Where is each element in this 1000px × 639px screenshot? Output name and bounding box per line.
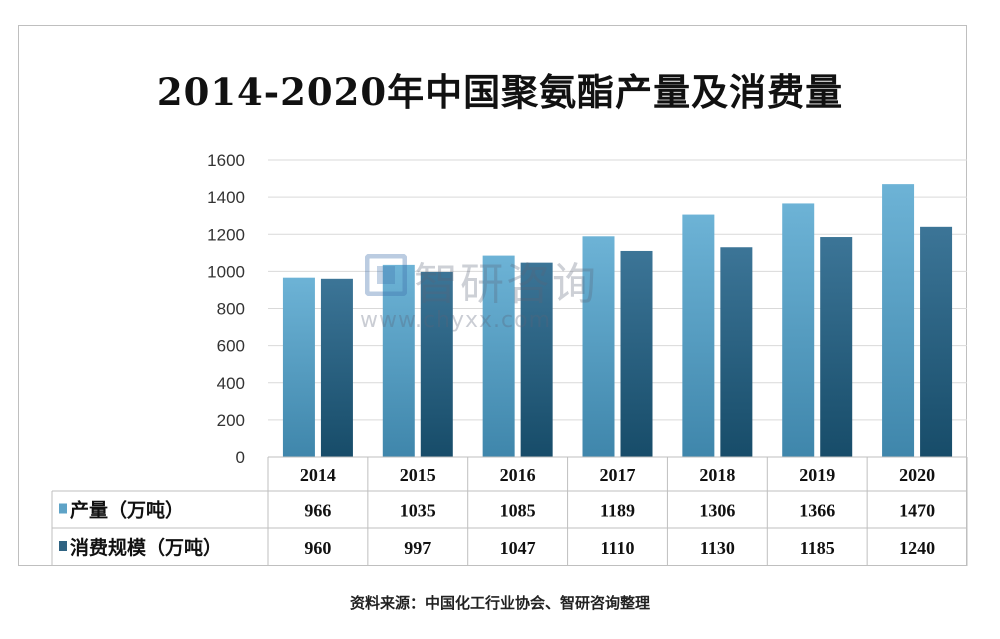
bar-production [682, 214, 715, 457]
data-label: 960 [304, 538, 331, 558]
bar-production [582, 236, 615, 457]
y-tick-label: 200 [217, 411, 245, 430]
data-label: 1130 [700, 538, 735, 558]
data-label: 1470 [899, 501, 935, 521]
bar-production [282, 277, 315, 457]
y-tick-label: 0 [236, 448, 245, 467]
data-label: 966 [304, 501, 331, 521]
x-tick-label: 2019 [799, 465, 835, 485]
bar-consumption [820, 237, 853, 457]
bar-production [482, 255, 515, 457]
x-tick-label: 2020 [899, 465, 935, 485]
y-tick-label: 1400 [207, 188, 245, 207]
data-label: 1189 [600, 501, 635, 521]
watermark-name: 智研咨询 [414, 259, 598, 310]
bar-consumption [320, 278, 353, 457]
x-tick-label: 2014 [300, 465, 336, 485]
bar-consumption [520, 262, 553, 457]
chart-title: 2014-2020年中国聚氨酯产量及消费量 [156, 70, 844, 114]
legend-swatch [59, 503, 67, 514]
legend-entry: 产量（万吨） [70, 499, 184, 522]
x-tick-label: 2016 [500, 465, 536, 485]
y-tick-label: 800 [217, 300, 245, 319]
bar-consumption [920, 226, 953, 457]
bar-consumption [420, 271, 453, 457]
y-tick-label: 1600 [207, 151, 245, 170]
data-label: 1306 [699, 501, 735, 521]
data-label: 1185 [800, 538, 835, 558]
y-tick-label: 600 [217, 337, 245, 356]
bar-production [382, 264, 415, 457]
y-tick-label: 1200 [207, 225, 245, 244]
source-note: 资料来源：中国化工行业协会、智研咨询整理 [349, 594, 650, 612]
y-tick-label: 400 [217, 374, 245, 393]
data-label: 1240 [899, 538, 935, 558]
bar-consumption [720, 247, 753, 457]
data-label: 1366 [799, 501, 835, 521]
bar-consumption [620, 250, 653, 457]
bar-production [782, 203, 815, 457]
bar-production [882, 184, 915, 457]
y-tick-label: 1000 [207, 262, 245, 281]
watermark-url: www.chyxx.com [360, 308, 552, 333]
data-label: 1047 [500, 538, 536, 558]
data-label: 1035 [400, 501, 436, 521]
x-tick-label: 2015 [400, 465, 436, 485]
x-tick-label: 2018 [699, 465, 735, 485]
legend-swatch [59, 541, 67, 551]
x-tick-label: 2017 [600, 465, 636, 485]
watermark-logo-icon [365, 254, 407, 296]
data-label: 1110 [600, 538, 634, 558]
legend-entry: 消费规模（万吨） [70, 536, 222, 559]
data-label: 1085 [500, 501, 536, 521]
data-label: 997 [404, 538, 431, 558]
